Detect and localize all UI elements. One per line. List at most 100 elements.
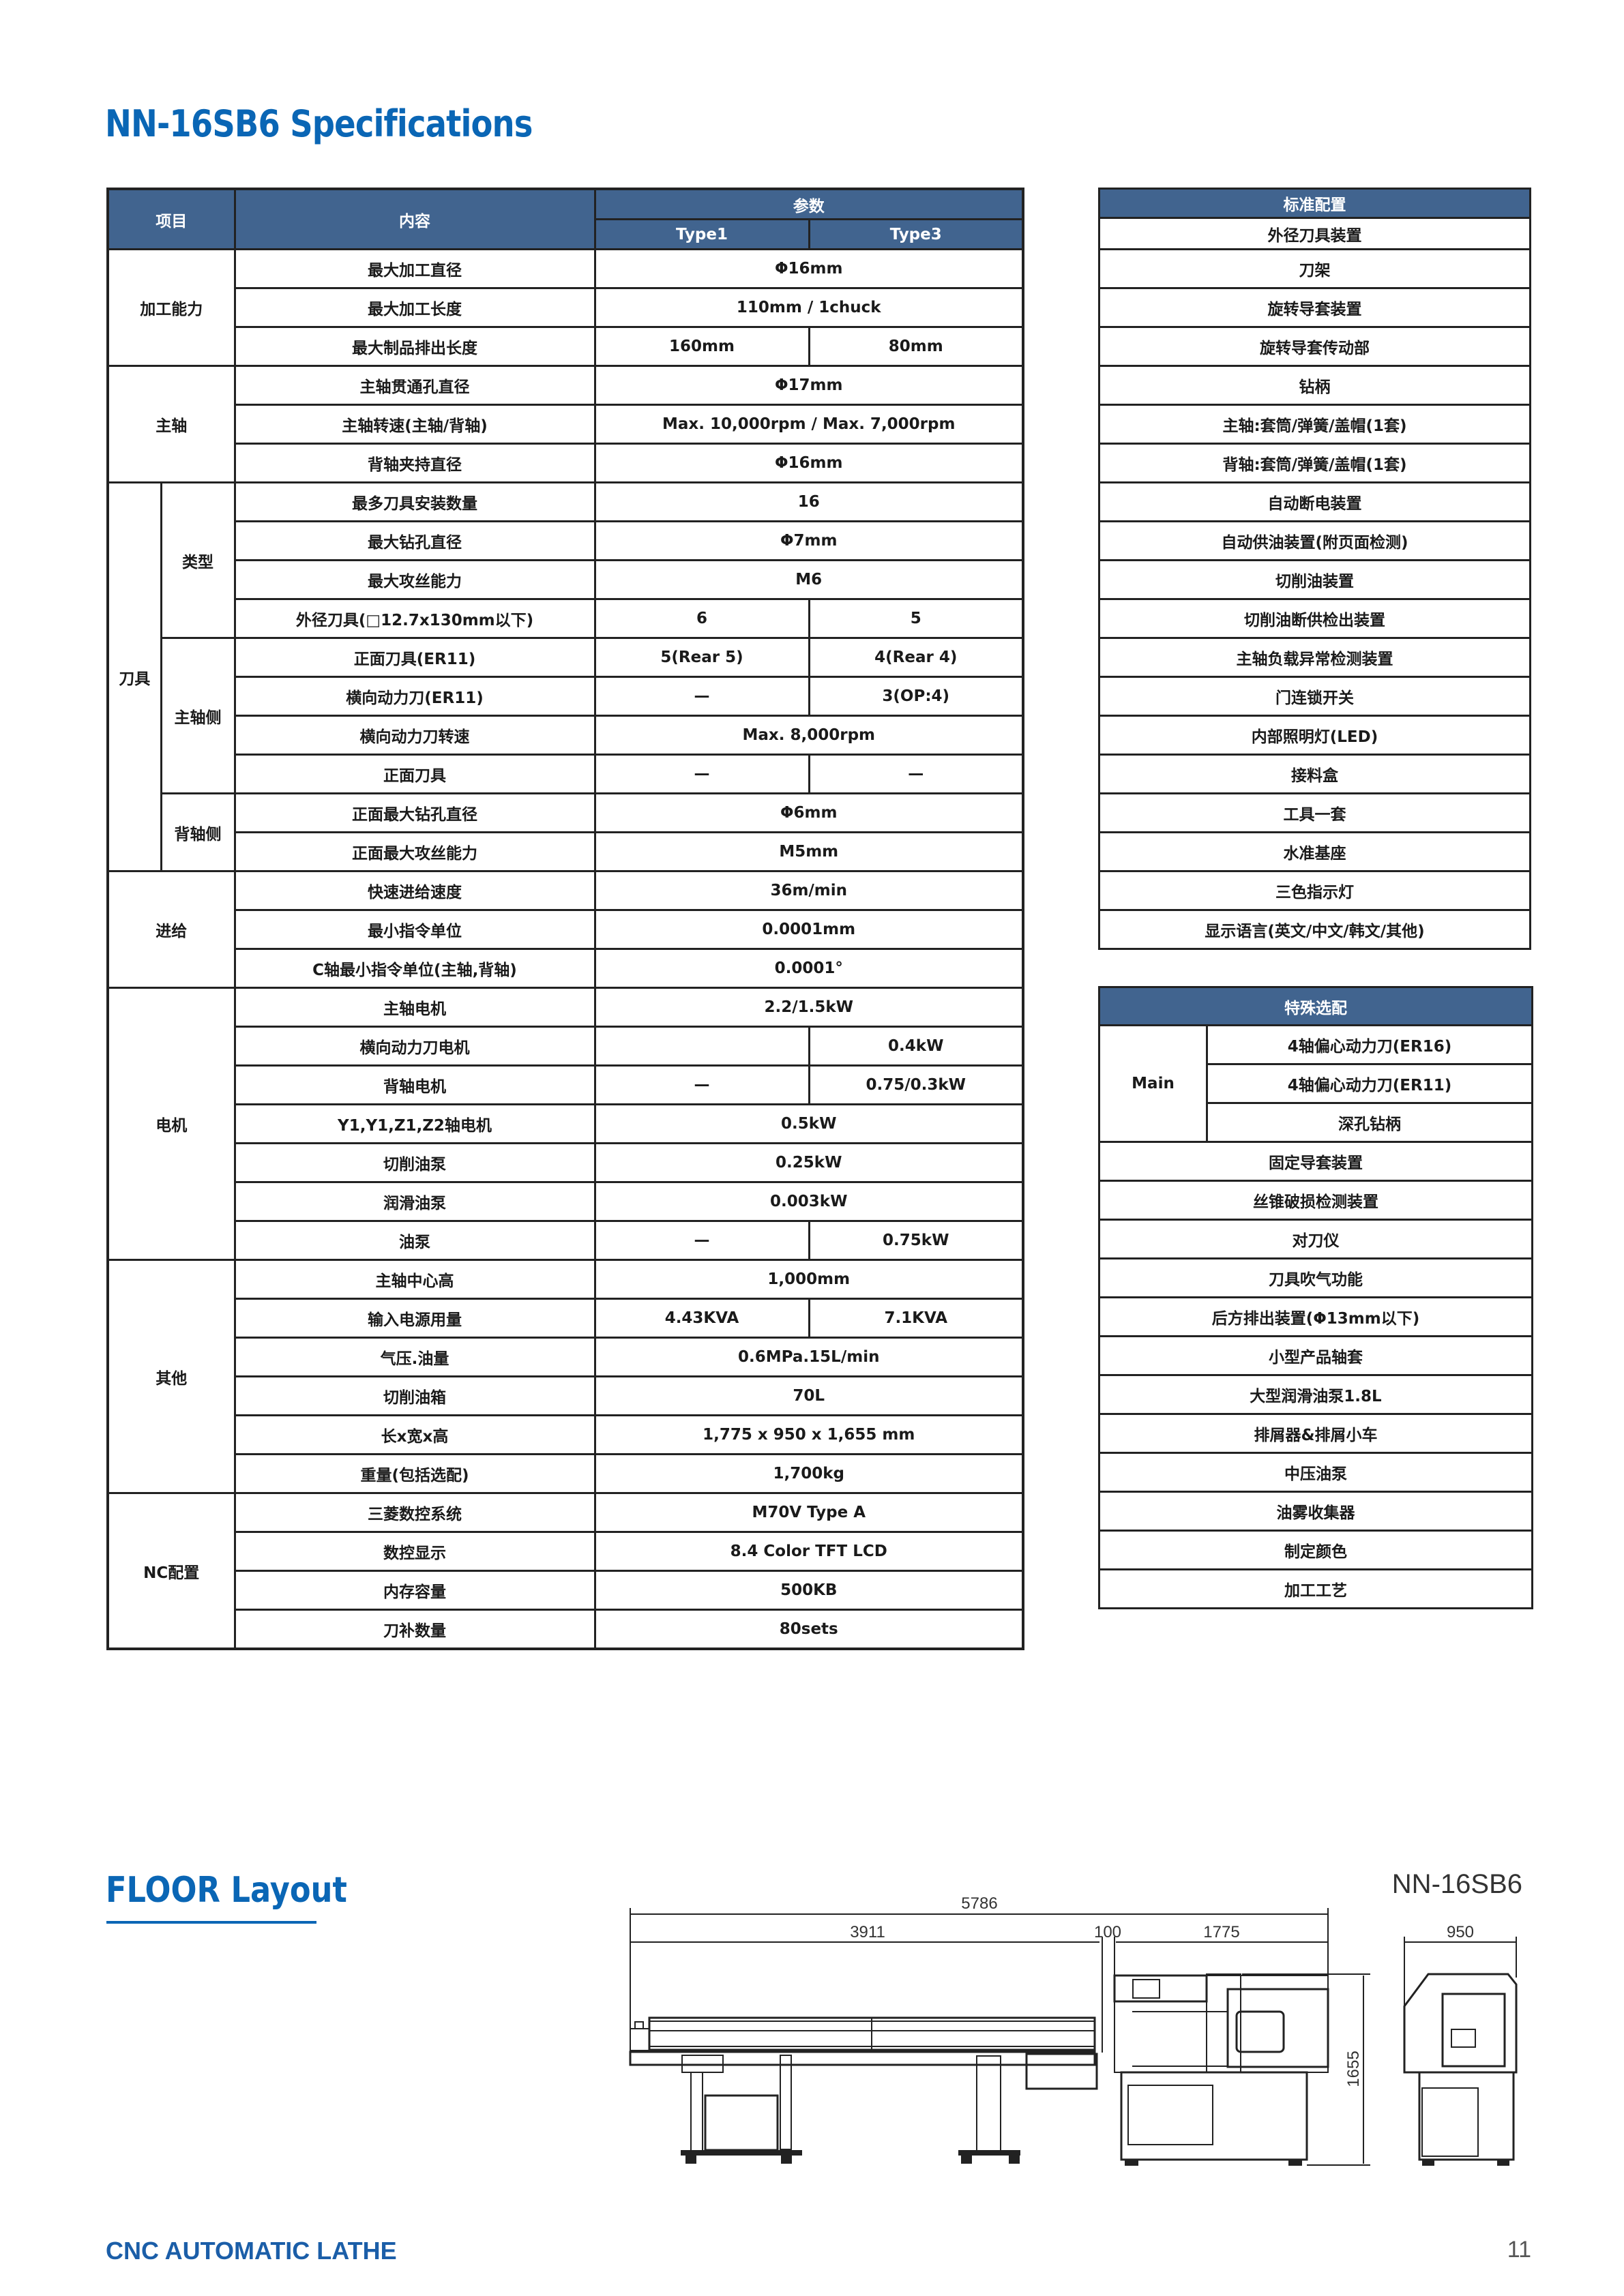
spec-row: 气压.油量 0.6MPa.15L/min (108, 1337, 1024, 1377)
spec-row: 横向动力刀电机 0.4kW (108, 1026, 1024, 1067)
standard-config-item: 三色指示灯 (1098, 870, 1531, 911)
spec-row: 润滑油泵 0.003kW (108, 1181, 1024, 1222)
dim-machine-width: 950 (1447, 1923, 1474, 1941)
dim-overall-length: 5786 (961, 1894, 997, 1913)
standard-config-item: 钻柄 (1098, 365, 1531, 406)
spec-group-label: 电机 (106, 987, 236, 1261)
spec-value-type3: 3(OP:4) (808, 676, 1024, 717)
spec-subgroup-label: 背轴侧 (160, 792, 236, 872)
spec-value-type3: 80mm (808, 326, 1024, 367)
spec-value: 0.25kW (593, 1142, 1024, 1183)
spec-item-label: 最大钻孔直径 (233, 520, 596, 561)
spec-subgroup-label: 类型 (160, 481, 236, 639)
spec-value: Max. 10,000rpm / Max. 7,000rpm (593, 404, 1024, 445)
spec-item-label: 背轴电机 (233, 1064, 596, 1105)
spec-item-label: 正面最大攻丝能力 (233, 831, 596, 872)
spec-row: 重量(包括选配) 1,700kg (108, 1453, 1024, 1494)
spec-value-type1: — (593, 1220, 810, 1261)
spec-row: 输入电源用量 4.43KVA 7.1KVA (108, 1298, 1024, 1339)
spec-row: 主轴侧 正面刀具(ER11) 5(Rear 5) 4(Rear 4) (108, 637, 1024, 794)
spec-value: Φ17mm (593, 365, 1024, 406)
bar-feeder (629, 2016, 1098, 2164)
spec-value-type1: — (593, 754, 810, 794)
spec-item-label: 气压.油量 (233, 1337, 596, 1377)
special-option-item: 4轴偏心动力刀(ER11) (1206, 1063, 1533, 1104)
spec-row: 最小指令单位 0.0001mm (108, 909, 1024, 950)
spec-value: 500KB (593, 1570, 1024, 1611)
spec-item-label: Y1,Y1,Z1,Z2轴电机 (233, 1103, 596, 1144)
spec-item-label: 主轴电机 (233, 987, 596, 1028)
spec-row: 电机 主轴电机 2.2/1.5kW (106, 987, 1024, 1261)
special-option-item: 油雾收集器 (1098, 1491, 1533, 1532)
spec-item-label: 背轴夹持直径 (233, 443, 596, 483)
footer-title: CNC AUTOMATIC LATHE (106, 2237, 397, 2265)
spec-item-label: 最大加工长度 (233, 287, 596, 328)
spec-row: 加工能力 最大加工直径 Φ16mm (106, 248, 1024, 367)
header-type3: Type3 (808, 218, 1024, 250)
spec-row: 长x宽x高 1,775 x 950 x 1,655 mm (108, 1414, 1024, 1455)
floor-layout-drawing: NN-16SB6 5786 3911 100 1775 950 1655 (629, 1869, 1522, 2166)
spec-value-type1: 6 (593, 598, 810, 639)
spec-row: NC配置 三菱数控系统 M70V Type A (106, 1492, 1024, 1650)
standard-config-item: 切削油断供检出装置 (1098, 598, 1531, 639)
spec-item-label: 重量(包括选配) (233, 1453, 596, 1494)
spec-group-label: 进给 (106, 870, 236, 989)
spec-value: 1,700kg (593, 1453, 1024, 1494)
special-option-item: 4轴偏心动力刀(ER16) (1206, 1024, 1533, 1065)
header-type1: Type1 (593, 218, 810, 250)
page-number: 11 (1507, 2237, 1531, 2263)
header-item: 项目 (106, 188, 236, 250)
spec-value: 0.003kW (593, 1181, 1024, 1222)
spec-item-label: 切削油箱 (233, 1375, 596, 1416)
standard-config-item: 旋转导套传动部 (1098, 326, 1531, 367)
spec-item-label: 正面最大钻孔直径 (233, 792, 596, 833)
spec-row: 其他 主轴中心高 1,000mm (106, 1259, 1024, 1494)
floor-model-label: NN-16SB6 (1392, 1869, 1522, 1899)
standard-config-item: 切削油装置 (1098, 559, 1531, 600)
spec-item-label: 主轴贯通孔直径 (233, 365, 596, 406)
spec-item-label: 正面刀具 (233, 754, 596, 794)
spec-item-label: 三菱数控系统 (233, 1492, 596, 1533)
spec-row: 外径刀具(□12.7x130mm以下) 6 5 (108, 598, 1024, 639)
spec-value: Φ6mm (593, 792, 1024, 833)
spec-item-label: 最多刀具安装数量 (233, 481, 596, 522)
special-option-item: 对刀仪 (1098, 1219, 1533, 1259)
special-option-item: 固定导套装置 (1098, 1141, 1533, 1182)
spec-value: Φ7mm (593, 520, 1024, 561)
spec-row: 正面刀具 — — (108, 754, 1024, 794)
spec-item-label: 快速进给速度 (233, 870, 596, 911)
standard-config-item: 外径刀具装置 (1098, 217, 1531, 250)
spec-value: Φ16mm (593, 443, 1024, 483)
spec-item-label: 横向动力刀(ER11) (233, 676, 596, 717)
standard-config-table: 标准配置 外径刀具装置 刀架 旋转导套装置 旋转导套传动部 钻柄 主轴:套筒/弹簧/盖帽(… (1098, 188, 1531, 950)
spec-value-type1: — (593, 676, 810, 717)
spec-value-type3: 0.75kW (808, 1220, 1024, 1261)
spec-value-type1: 4.43KVA (593, 1298, 810, 1339)
special-option-item: 制定颜色 (1098, 1530, 1533, 1570)
spec-value: 36m/min (593, 870, 1024, 911)
standard-config-header: 标准配置 (1098, 188, 1531, 219)
standard-config-item: 自动供油装置(附页面检测) (1098, 520, 1531, 561)
spec-value-type1: 160mm (593, 326, 810, 367)
floor-layout-title: FLOOR Layout (106, 1870, 347, 1911)
spec-value-type3: 4(Rear 4) (808, 637, 1024, 678)
special-options-header: 特殊选配 (1098, 986, 1533, 1026)
spec-value-type1: — (593, 1064, 810, 1105)
spec-row: 主轴转速(主轴/背轴) Max. 10,000rpm / Max. 7,000rp… (108, 404, 1024, 445)
spec-row: 切削油泵 0.25kW (108, 1142, 1024, 1183)
special-option-item: 小型产品轴套 (1098, 1335, 1533, 1376)
dim-bar-feeder: 3911 (850, 1923, 885, 1941)
dim-machine-height: 1655 (1344, 2051, 1363, 2087)
spec-row: 切削油箱 70L (108, 1375, 1024, 1416)
spec-item-label: 数控显示 (233, 1531, 596, 1572)
spec-group-label: 刀具 (106, 481, 162, 872)
spec-row: 横向动力刀转速 Max. 8,000rpm (108, 715, 1024, 756)
machine-front-view (1113, 1973, 1329, 2166)
spec-value-type3: 0.4kW (808, 1026, 1024, 1067)
spec-value-type3: 5 (808, 598, 1024, 639)
spec-value-type3: — (808, 754, 1024, 794)
special-option-item: 大型润滑油泵1.8L (1098, 1374, 1533, 1415)
spec-row: 最大制品排出长度 160mm 80mm (108, 326, 1024, 367)
spec-value: 0.0001mm (593, 909, 1024, 950)
spec-row: 数控显示 8.4 Color TFT LCD (108, 1531, 1024, 1572)
